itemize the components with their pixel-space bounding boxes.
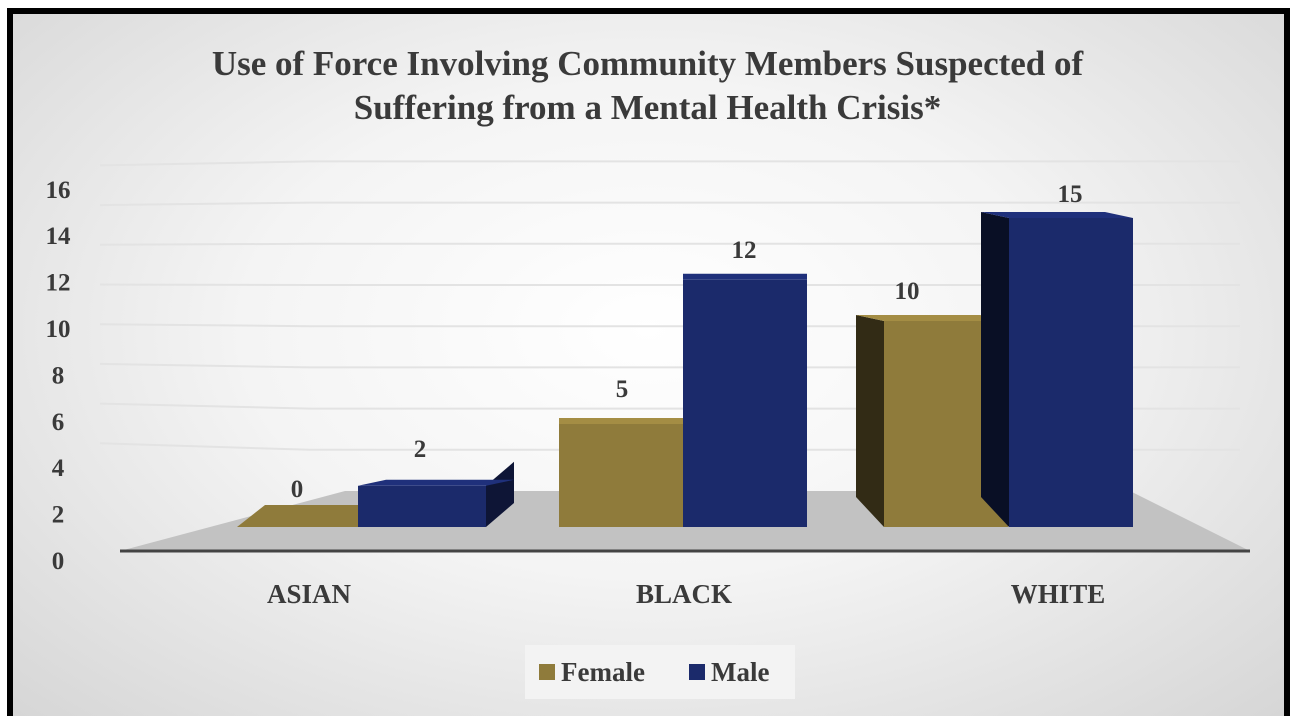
bar-side-female-white xyxy=(856,315,884,527)
gridline xyxy=(99,160,1240,167)
gridline xyxy=(99,283,1240,286)
data-label: 2 xyxy=(414,436,427,463)
y-tick-label: 12 xyxy=(46,270,71,297)
legend: Female Male xyxy=(525,645,795,699)
chart-title-line-2: Suffering from a Mental Health Crisis* xyxy=(353,88,942,127)
y-tick-label: 4 xyxy=(52,455,65,482)
legend-item-male: Male xyxy=(689,656,770,687)
category-label-black: BLACK xyxy=(636,579,732,609)
data-label: 12 xyxy=(732,237,757,264)
chart-title-line-1: Use of Force Involving Community Members… xyxy=(211,44,1084,83)
y-tick-label: 2 xyxy=(52,502,65,529)
bar-male-asian xyxy=(358,485,486,527)
gridline xyxy=(99,201,1240,207)
bar-male-white xyxy=(1009,218,1133,527)
data-label: 5 xyxy=(616,376,629,403)
data-label: 15 xyxy=(1058,181,1083,208)
data-label: 10 xyxy=(895,278,920,305)
legend-label-male: Male xyxy=(711,656,770,687)
y-tick-label: 6 xyxy=(52,409,65,436)
y-tick-label: 10 xyxy=(46,316,71,343)
category-label-white: WHITE xyxy=(1011,579,1106,609)
y-tick-label: 14 xyxy=(46,223,72,250)
bar-female-black xyxy=(559,424,683,527)
y-tick-label: 16 xyxy=(46,177,71,204)
legend-swatch-female xyxy=(539,664,555,680)
bar-female-asian xyxy=(237,505,389,527)
bar-side-male-asian xyxy=(486,461,514,527)
bar-top-male-white xyxy=(981,212,1133,218)
category-label-asian: ASIAN xyxy=(267,579,352,609)
bar-top-male-black xyxy=(683,273,807,280)
bar-side-male-white xyxy=(981,212,1009,527)
bar-top-male-asian xyxy=(358,479,514,486)
gridline xyxy=(99,242,1240,246)
y-tick-label: 8 xyxy=(52,362,65,389)
legend-label-female: Female xyxy=(561,656,645,687)
bar-top-female-black xyxy=(559,418,683,424)
legend-item-female: Female xyxy=(539,656,645,687)
chart-title: Use of Force Involving Community Members… xyxy=(0,42,1295,130)
bar-male-black xyxy=(683,279,807,527)
data-label: 0 xyxy=(291,476,304,503)
legend-swatch-male xyxy=(689,664,705,680)
y-tick-label: 0 xyxy=(52,548,65,575)
bar-top-female-white xyxy=(856,315,1008,321)
